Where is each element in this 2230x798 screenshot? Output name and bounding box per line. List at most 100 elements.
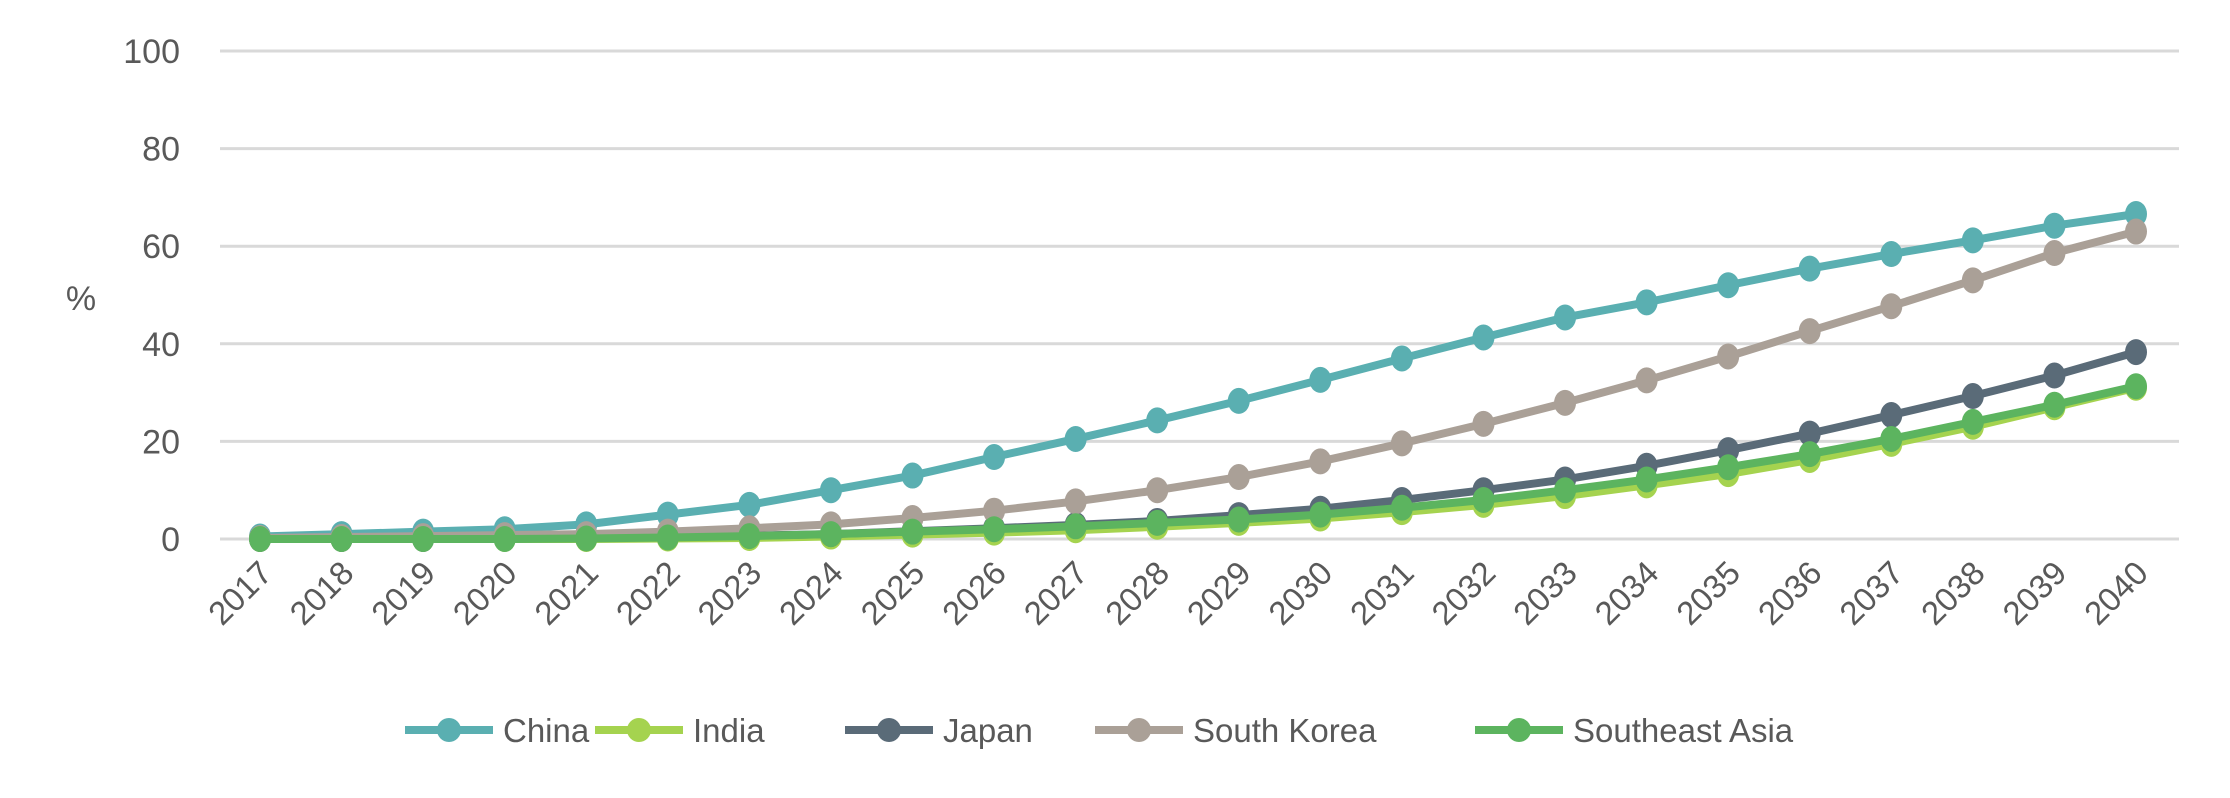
y-axis-ticks: 0 20 40 60 80 100 [123,33,180,559]
data-point [1309,366,1332,393]
x-tick-label: 2025 [853,554,931,632]
data-point [2043,391,2066,418]
legend-item: Japan [845,712,1033,749]
legend-marker [1127,718,1151,742]
data-point [901,518,924,545]
x-tick-label: 2035 [1669,554,1747,632]
legend-label: Japan [943,712,1033,749]
legend-marker [1507,718,1531,742]
data-point [1227,464,1250,491]
data-point [2043,212,2066,239]
x-tick-label: 2036 [1751,554,1829,632]
data-point [1717,343,1740,370]
data-point [330,526,353,552]
data-point [901,462,924,489]
data-point [1880,293,1903,320]
x-tick-label: 2026 [935,554,1013,632]
data-point [1798,255,1821,282]
y-tick-label: 60 [142,228,180,266]
data-point [1146,509,1169,536]
data-point [1717,272,1740,299]
x-tick-label: 2029 [1180,554,1258,632]
data-point [1798,441,1821,468]
series-south-korea [249,218,2147,552]
data-point [1961,383,1984,410]
legend-marker [437,718,461,742]
y-tick-label: 0 [161,521,180,559]
y-tick-label: 80 [142,131,180,169]
series-line [260,382,2137,543]
data-point [1554,389,1577,416]
x-tick-label: 2019 [364,554,442,632]
data-point [493,526,516,552]
legend-item: India [595,712,765,749]
x-tick-label: 2020 [446,554,524,632]
x-tick-label: 2034 [1587,554,1665,632]
data-point [1390,430,1413,457]
legend-item: China [405,712,590,749]
data-point [1472,324,1495,351]
x-tick-label: 2021 [527,554,605,632]
x-tick-label: 2033 [1506,554,1584,632]
data-point [983,444,1006,471]
data-point [2125,339,2147,366]
x-tick-label: 2037 [1832,554,1910,632]
legend-label: India [693,712,765,749]
data-point [1880,425,1903,452]
x-tick-label: 2032 [1424,554,1502,632]
legend-item: Southeast Asia [1475,712,1794,749]
data-point [1064,425,1087,452]
data-point [1472,486,1495,513]
data-point [2125,373,2147,400]
data-point [819,477,842,504]
series-southeast-asia [249,373,2147,552]
y-tick-label: 20 [142,423,180,461]
x-tick-label: 2031 [1343,554,1421,632]
y-tick-label: 40 [142,326,180,364]
x-tick-label: 2017 [201,554,279,632]
x-tick-label: 2027 [1017,554,1095,632]
x-tick-label: 2038 [1914,554,1992,632]
data-point [1309,448,1332,475]
series-china [249,200,2147,550]
x-axis-ticks: 2017 2018 2019 2020 2021 2022 2023 2024 2025 2026… [201,554,2155,632]
data-point [738,523,761,550]
series-line [259,210,2137,541]
data-point [1146,407,1169,434]
data-point [1880,241,1903,268]
series-lines [249,200,2147,552]
data-point [1717,454,1740,481]
series-line [259,227,2138,543]
x-tick-label: 2024 [772,554,850,632]
legend-marker [877,718,901,742]
data-point [412,526,435,552]
data-point [1472,410,1495,437]
data-point [2125,218,2147,245]
x-tick-label: 2022 [609,554,687,632]
x-tick-label: 2023 [690,554,768,632]
data-point [983,497,1006,524]
data-point [1961,267,1984,294]
data-point [1309,501,1332,528]
legend-label: South Korea [1193,712,1377,749]
data-point [1554,477,1577,504]
data-point [983,516,1006,543]
x-tick-label: 2039 [1995,554,2073,632]
data-point [1227,387,1250,414]
data-point [1961,408,1984,435]
data-point [656,524,679,551]
data-point [1390,494,1413,521]
x-tick-label: 2028 [1098,554,1176,632]
x-tick-label: 2030 [1261,554,1339,632]
legend-item: South Korea [1095,712,1377,749]
data-point [1554,304,1577,331]
data-point [1146,477,1169,504]
data-point [1798,420,1821,447]
data-point [2043,240,2066,267]
data-point [1635,367,1658,394]
data-point [575,525,598,552]
legend-label: China [503,712,590,749]
data-point [1635,466,1658,493]
data-point [1064,488,1087,515]
